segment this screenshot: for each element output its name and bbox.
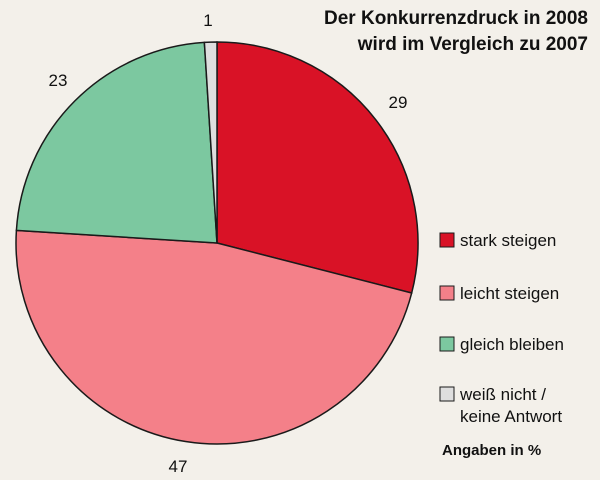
legend-swatch-weiss-nicht xyxy=(439,386,455,402)
chart-title-line-2: wird im Vergleich zu 2007 xyxy=(357,34,588,55)
legend: stark steigen leicht steigen gleich blei… xyxy=(439,231,564,426)
slice-weiss-nicht xyxy=(203,41,218,244)
legend-label-gleich-bleiben: gleich bleiben xyxy=(460,335,564,354)
chart-title-line-1: Der Konkurrenzdruck in 2008 xyxy=(324,8,588,29)
slice-gleich-bleiben xyxy=(15,41,218,244)
value-label-leicht-steigen: 47 xyxy=(169,457,188,476)
legend-label-stark-steigen: stark steigen xyxy=(460,231,556,250)
value-label-weiss-nicht: 1 xyxy=(203,11,212,30)
legend-swatch-gleich-bleiben xyxy=(439,336,455,352)
legend-label-leicht-steigen: leicht steigen xyxy=(460,284,559,303)
value-label-gleich-bleiben: 23 xyxy=(49,71,68,90)
legend-label-weiss-nicht-line-1: weiß nicht / xyxy=(459,385,546,404)
legend-label-weiss-nicht-line-2: keine Antwort xyxy=(460,407,562,426)
slice-leicht-steigen xyxy=(15,229,413,445)
units-note: Angaben in % xyxy=(442,442,541,459)
value-label-stark-steigen: 29 xyxy=(389,93,408,112)
pie-slices xyxy=(15,41,419,445)
slice-stark-steigen xyxy=(216,41,419,294)
legend-swatch-stark-steigen xyxy=(439,232,455,248)
legend-swatch-leicht-steigen xyxy=(439,285,455,301)
